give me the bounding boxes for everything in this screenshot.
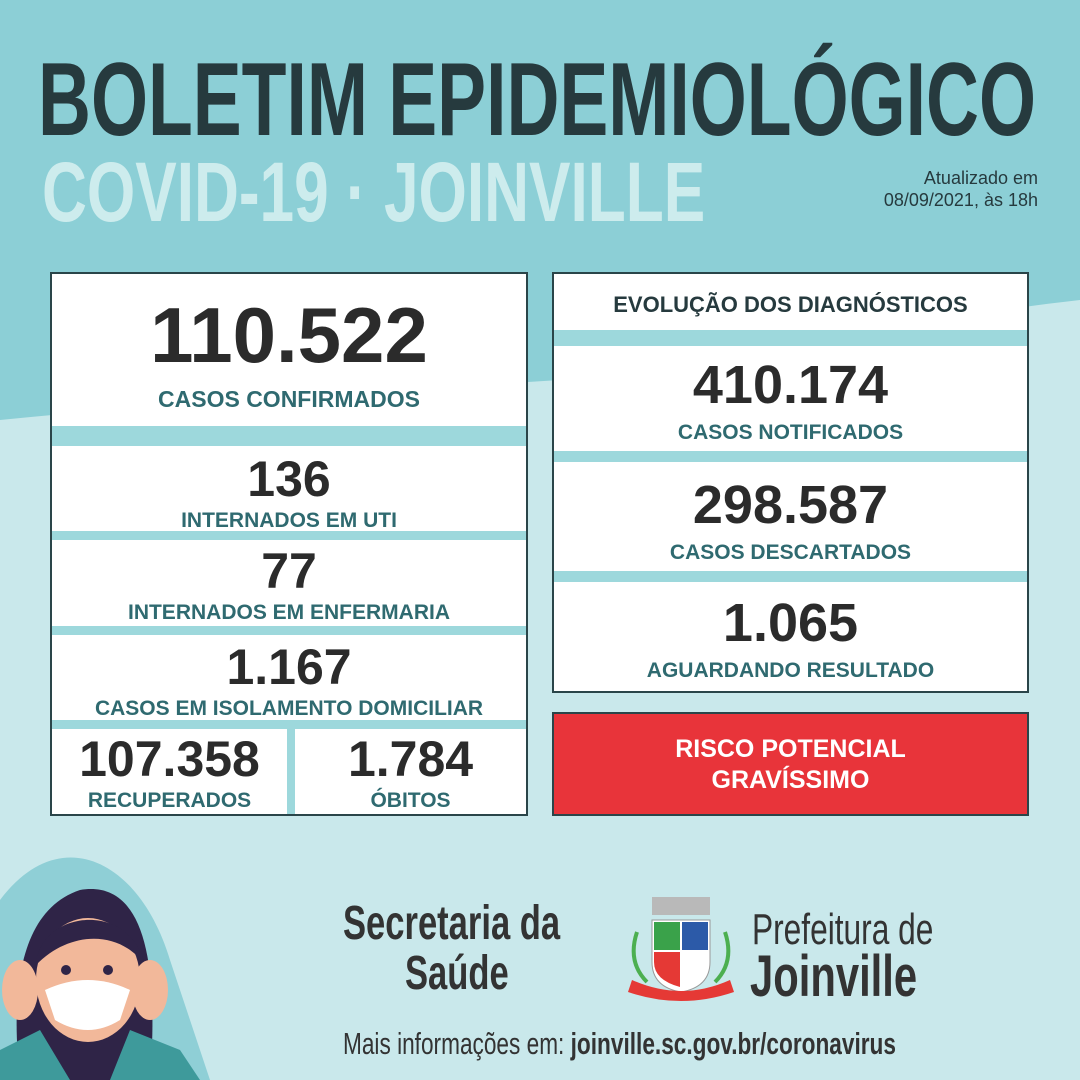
recovered-label: RECUPERADOS <box>87 789 252 812</box>
pending-label: AGUARDANDO RESULTADO <box>646 659 935 682</box>
home-isolation-value: 1.167 <box>226 639 352 695</box>
woman-with-mask-illustration <box>0 889 200 1080</box>
page-subtitle: COVID-19 · JOINVILLE <box>42 145 706 239</box>
discarded-section: 298.587 CASOS DESCARTADOS <box>554 478 1027 563</box>
notified-label: CASOS NOTIFICADOS <box>677 421 904 444</box>
recovered-value: 107.358 <box>79 731 260 787</box>
divider <box>52 626 526 635</box>
website-link[interactable]: joinville.sc.gov.br/coronavirus <box>570 1026 896 1061</box>
deaths-value: 1.784 <box>347 731 474 787</box>
diagnostics-title: EVOLUÇÃO DOS DIAGNÓSTICOS <box>613 292 968 317</box>
more-info-label: Mais informações em: <box>343 1026 565 1061</box>
deaths-section: 1.784 ÓBITOS <box>295 734 526 811</box>
confirmed-value: 110.522 <box>150 291 428 379</box>
ward-value: 77 <box>261 543 317 599</box>
divider <box>52 426 526 446</box>
updated-date: 08/09/2021, às 18h <box>883 190 1038 210</box>
prefeitura-city: Joinville <box>750 944 918 1009</box>
icu-section: 136 INTERNADOS EM UTI <box>52 454 526 531</box>
deaths-label: ÓBITOS <box>370 789 451 812</box>
divider <box>287 729 295 814</box>
diagnostics-card: EVOLUÇÃO DOS DIAGNÓSTICOS 410.174 CASOS … <box>552 272 1029 693</box>
discarded-value: 298.587 <box>692 475 889 535</box>
risk-line1: RISCO POTENCIAL <box>675 735 906 763</box>
secretaria-name-2: Saúde <box>405 947 509 1000</box>
prefeitura-name: Prefeitura de <box>752 905 934 954</box>
notified-value: 410.174 <box>692 355 889 415</box>
notified-section: 410.174 CASOS NOTIFICADOS <box>554 358 1027 443</box>
recovered-section: 107.358 RECUPERADOS <box>52 734 287 811</box>
secretaria-name: Secretaria da <box>343 897 561 950</box>
home-isolation-section: 1.167 CASOS EM ISOLAMENTO DOMICILIAR <box>52 642 526 719</box>
divider <box>52 720 526 729</box>
confirmed-label: CASOS CONFIRMADOS <box>158 386 420 412</box>
ward-label: INTERNADOS EM ENFERMARIA <box>127 601 450 624</box>
ward-section: 77 INTERNADOS EM ENFERMARIA <box>52 546 526 623</box>
risk-level-badge: RISCO POTENCIAL GRAVÍSSIMO <box>552 712 1029 816</box>
joinville-coat-of-arms-logo <box>628 897 734 1001</box>
home-isolation-label: CASOS EM ISOLAMENTO DOMICILIAR <box>94 697 484 720</box>
confirmed-section: 110.522 CASOS CONFIRMADOS <box>52 296 526 411</box>
page-title: BOLETIM EPIDEMIOLÓGICO <box>38 42 1036 158</box>
updated-label: Atualizado em <box>923 168 1038 188</box>
updated-timestamp: Atualizado em 08/09/2021, às 18h <box>884 167 1038 211</box>
icu-value: 136 <box>247 451 331 507</box>
pending-section: 1.065 AGUARDANDO RESULTADO <box>554 596 1027 681</box>
divider <box>554 571 1027 582</box>
divider <box>554 451 1027 462</box>
icu-label: INTERNADOS EM UTI <box>181 509 397 532</box>
pending-value: 1.065 <box>722 593 859 653</box>
cases-card: 110.522 CASOS CONFIRMADOS 136 INTERNADOS… <box>50 272 528 816</box>
more-info: Mais informações em: joinville.sc.gov.br… <box>343 1028 896 1059</box>
discarded-label: CASOS DESCARTADOS <box>669 541 912 564</box>
divider <box>52 531 526 540</box>
divider <box>554 330 1027 346</box>
risk-line2: GRAVÍSSIMO <box>711 766 870 794</box>
